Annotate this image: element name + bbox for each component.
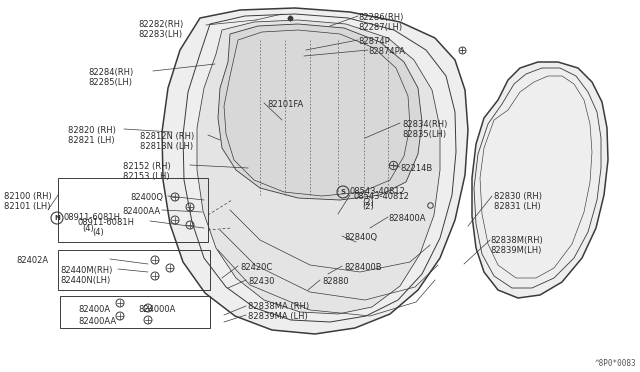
Text: 82839M(LH): 82839M(LH) [490,246,541,255]
Text: 82430: 82430 [248,277,275,286]
Text: 828400B: 828400B [344,263,381,272]
Text: 82283(LH): 82283(LH) [138,30,182,39]
Text: 82838M(RH): 82838M(RH) [490,236,543,245]
Text: 08543-40812: 08543-40812 [354,192,410,201]
Text: 82834(RH): 82834(RH) [402,120,447,129]
Text: 82287(LH): 82287(LH) [358,23,402,32]
Text: 82880: 82880 [322,277,349,286]
Text: 08543-40812: 08543-40812 [350,187,406,196]
Text: N: N [54,215,60,221]
Bar [60,296,210,328]
Text: 82101 (LH): 82101 (LH) [4,202,51,211]
Text: 82440M(RH): 82440M(RH) [60,266,113,275]
Text: 82830 (RH): 82830 (RH) [494,192,542,201]
Text: 82286(RH): 82286(RH) [358,13,403,22]
Text: 82874PA: 82874PA [368,47,405,56]
Text: 82285(LH): 82285(LH) [88,78,132,87]
Text: (2): (2) [362,202,374,211]
Text: 82400A: 82400A [78,305,110,314]
Text: 82402A: 82402A [16,256,48,265]
Text: 82400AA: 82400AA [78,317,116,326]
Polygon shape [197,20,440,314]
Text: 828400A: 828400A [388,214,426,223]
Text: S: S [340,189,346,195]
Text: 82420C: 82420C [240,263,272,272]
Text: (4): (4) [92,228,104,237]
Text: 82831 (LH): 82831 (LH) [494,202,541,211]
Polygon shape [472,62,608,298]
Text: 82400Q: 82400Q [130,193,163,202]
Text: 82839MA (LH): 82839MA (LH) [248,312,308,321]
Text: 08911-6081H: 08911-6081H [64,214,121,222]
Text: 82840Q: 82840Q [344,233,377,242]
Text: (2): (2) [362,198,374,206]
Text: 82835(LH): 82835(LH) [402,130,446,139]
Text: 82813N (LH): 82813N (LH) [140,142,193,151]
Text: 82440N(LH): 82440N(LH) [60,276,110,285]
Polygon shape [218,24,422,200]
Text: 82284(RH): 82284(RH) [88,68,133,77]
Text: 82400AA: 82400AA [122,207,160,216]
Text: 82153 (LH): 82153 (LH) [123,172,170,181]
Text: 82152 (RH): 82152 (RH) [123,162,171,171]
Text: 824000A: 824000A [138,305,175,314]
Bar [58,250,210,290]
Text: 82874P: 82874P [358,37,390,46]
Polygon shape [162,8,468,334]
Text: ^8P0*0083: ^8P0*0083 [595,359,636,368]
Text: 08911-6081H: 08911-6081H [78,218,135,227]
Text: 82820 (RH): 82820 (RH) [68,126,116,135]
Text: 82838MA (RH): 82838MA (RH) [248,302,309,311]
Text: 82821 (LH): 82821 (LH) [68,136,115,145]
Text: 82101FA: 82101FA [267,100,303,109]
Text: (4): (4) [82,224,93,232]
Text: 82812N (RH): 82812N (RH) [140,132,195,141]
Text: 82100 (RH): 82100 (RH) [4,192,52,201]
Bar [58,178,208,242]
Text: 82214B: 82214B [400,164,432,173]
Text: 82282(RH): 82282(RH) [138,20,183,29]
